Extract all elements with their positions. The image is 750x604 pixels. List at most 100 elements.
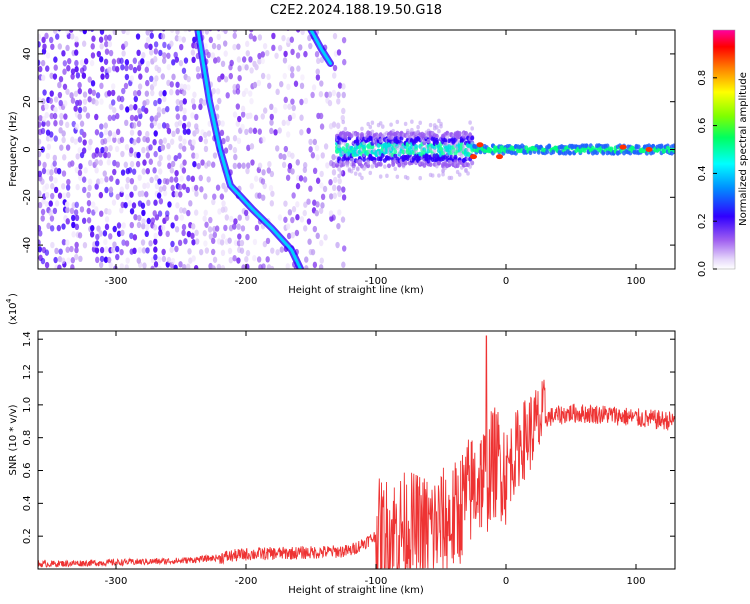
spectrogram-noise-cell [186, 128, 191, 135]
snr-panel: -300 -200 -100 0 100 0.2 0.4 0.6 0.8 1.0 1.2 1.4 H… [5, 293, 676, 596]
spectrogram-noise-cell [181, 122, 187, 130]
spectrogram-noise-cell [283, 216, 288, 223]
spectrogram-noise-cell [82, 105, 88, 113]
spectrogram-noise-cell [169, 246, 174, 253]
spectrogram-noise-cell [136, 120, 142, 128]
spectrogram-noise-cell [144, 90, 150, 97]
spectrogram-noise-cell [70, 160, 75, 167]
carrier-band-cell [405, 142, 410, 148]
spectrogram-noise-cell [46, 143, 52, 151]
spectrogram-noise-cell [38, 239, 41, 246]
carrier-band-cell [355, 141, 360, 146]
spectrogram-noise-cell [206, 176, 211, 183]
spectrogram-noise-cell [214, 225, 220, 232]
spectrogram-noise-cell [104, 186, 109, 194]
colorbar-ticks: 0.0 0.2 0.4 0.6 0.8 [697, 70, 717, 277]
y-tick-label: 1.0 [22, 397, 33, 413]
spectrogram-noise-cell [53, 256, 58, 264]
spectrogram-noise-cell [286, 37, 291, 44]
carrier-halo-cell [341, 119, 346, 125]
spectrogram-noise-cell [186, 121, 192, 128]
spectrogram-noise-cell [235, 103, 241, 110]
spectrogram-noise-cell [215, 184, 221, 191]
spectrogram-noise-cell [141, 146, 146, 154]
spectrogram-noise-cell [149, 84, 155, 91]
spectrogram-noise-cell [328, 179, 333, 186]
spectrogram-noise-cell [110, 89, 116, 97]
spectrogram-noise-cell [38, 201, 43, 209]
spectrogram-noise-cell [70, 73, 75, 80]
spectrogram-noise-cell [240, 111, 246, 118]
carrier-halo-cell [457, 172, 462, 177]
spectrogram-noise-cell [145, 30, 150, 36]
y-tick-label: -40 [22, 237, 33, 253]
spectrogram-noise-cell [191, 223, 196, 230]
spectrogram-noise-cell [145, 136, 150, 144]
spectrogram-noise-cell [70, 68, 76, 75]
spectrogram-noise-cell [136, 49, 141, 57]
spectrogram-noise-cell [174, 226, 180, 233]
spectrogram-noise-cell [307, 34, 312, 42]
spectrogram-noise-cell [281, 119, 286, 127]
spectrogram-noise-cell [267, 160, 272, 168]
spectrogram-noise-cell [38, 225, 42, 232]
spectrogram-noise-cell [65, 121, 70, 129]
spectrogram-noise-cell [212, 152, 218, 159]
spectrogram-noise-cell [119, 57, 124, 65]
spectrogram-noise-cell [142, 135, 147, 143]
spectrogram-noise-cell [158, 154, 163, 162]
spectrogram-noise-cell [194, 152, 200, 160]
spectrogram-noise-cell [179, 83, 184, 90]
spectrogram-noise-cell [285, 223, 291, 230]
carrier-halo-cell [395, 119, 400, 125]
spectrogram-noise-cell [74, 41, 79, 48]
spectrogram-noise-cell [82, 91, 88, 98]
spectrogram-noise-cell [308, 185, 313, 192]
spectrogram-noise-cell [341, 194, 347, 201]
spectrogram-noise-cell [119, 248, 124, 256]
spectrogram-noise-cell [44, 191, 50, 199]
spectrogram-noise-cell [136, 151, 141, 159]
spectrogram-noise-cell [100, 146, 105, 154]
carrier-halo-cell [356, 167, 360, 172]
spectrogram-noise-cell [243, 209, 249, 217]
spectrogram-noise-cell [62, 60, 68, 67]
spectrogram-noise-cell [341, 83, 346, 90]
spectrogram-noise-cell [59, 144, 64, 151]
spectrogram-noise-cell [182, 114, 187, 122]
spectrogram-noise-cell [169, 176, 174, 183]
spectrogram-noise-cell [294, 229, 300, 237]
spectrogram-noise-cell [44, 183, 50, 190]
spectrogram-noise-cell [131, 168, 137, 175]
spectrogram-noise-cell [120, 64, 125, 71]
spectrogram-noise-cell [303, 225, 308, 232]
spectrogram-noise-cell [141, 222, 146, 230]
carrier-halo-cell [410, 127, 414, 133]
spectrogram-noise-cell [302, 176, 308, 183]
spectrogram-noise-cell [227, 237, 232, 244]
spectrogram-noise-cell [166, 256, 172, 264]
streak-trace-core [309, 30, 332, 65]
colorbar: 0.0 0.2 0.4 0.6 0.8 Normalized spectral ampl… [697, 29, 749, 277]
spectrogram-noise-cell [40, 215, 45, 222]
spectrogram-noise-cell [50, 241, 55, 249]
spectrogram-noise-cell [152, 224, 158, 231]
snr-y-exponent-power: 4 [5, 298, 13, 303]
carrier-band-cell [457, 131, 462, 136]
spectrogram-noise-cell [94, 147, 100, 154]
spectrogram-noise-cell [295, 214, 300, 221]
spectrogram-noise-cell [94, 247, 100, 254]
spectrogram-noise-cell [178, 143, 183, 150]
carrier-halo-cell [437, 129, 441, 134]
spectrogram-noise-cell [149, 49, 154, 56]
snr-series [38, 335, 675, 569]
spectrogram-noise-cell [269, 170, 275, 178]
spectrogram-noise-cell [203, 131, 208, 139]
spectrogram-noise-cell [178, 191, 183, 198]
spectrogram-noise-cell [285, 174, 291, 181]
spectrogram-noise-cell [124, 240, 130, 247]
spectrogram-noise-cell [333, 176, 338, 184]
spectrogram-noise-cell [129, 75, 135, 82]
carrier-halo-cell [470, 160, 475, 166]
